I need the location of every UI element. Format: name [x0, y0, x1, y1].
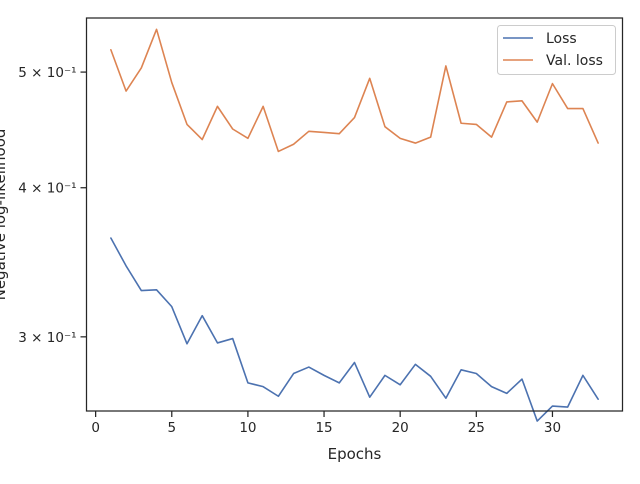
x-tick-label: 5 — [167, 420, 176, 436]
plot-area-frame — [85, 17, 624, 412]
y-tick-label: 3 × 10⁻¹ — [18, 330, 76, 346]
x-tick-label: 25 — [468, 420, 485, 436]
y-tick-label: 4 × 10⁻¹ — [18, 181, 76, 197]
y-tick-label: 5 × 10⁻¹ — [18, 65, 76, 81]
x-tick-label: 0 — [91, 420, 100, 436]
x-tick-label: 15 — [315, 420, 332, 436]
x-tick-label: 20 — [392, 420, 409, 436]
x-axis-label: Epochs — [328, 445, 382, 463]
x-tick-label: 10 — [239, 420, 256, 436]
legend-label-val-loss: Val. loss — [546, 53, 603, 69]
series-line-val-loss — [110, 28, 599, 153]
series-lines — [110, 28, 599, 422]
legend-label-loss: Loss — [546, 31, 577, 47]
y-axis-ticks: 3 × 10⁻¹ 4 × 10⁻¹ 5 × 10⁻¹ — [18, 65, 87, 346]
series-line-loss — [110, 237, 599, 422]
x-tick-label: 30 — [544, 420, 561, 436]
x-axis-ticks: 0 5 10 15 20 25 30 — [91, 411, 561, 436]
plot-area-background — [86, 18, 623, 411]
y-axis-label: Negative log-likelihood — [0, 129, 9, 301]
legend: Loss Val. loss — [497, 25, 616, 75]
